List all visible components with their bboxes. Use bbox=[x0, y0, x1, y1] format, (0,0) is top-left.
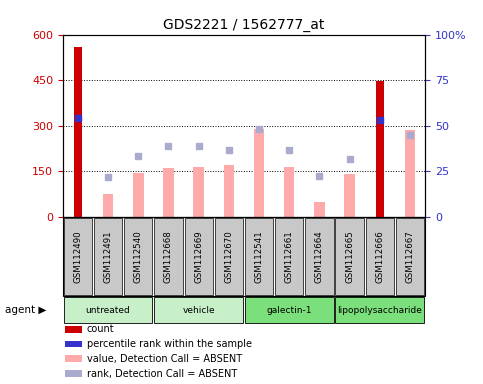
Bar bbox=[344, 174, 355, 217]
Text: GSM112664: GSM112664 bbox=[315, 230, 324, 283]
Text: GSM112667: GSM112667 bbox=[405, 230, 414, 283]
Bar bbox=[163, 168, 174, 217]
Title: GDS2221 / 1562777_at: GDS2221 / 1562777_at bbox=[163, 18, 325, 32]
Bar bbox=[74, 47, 82, 217]
Text: GSM112670: GSM112670 bbox=[224, 230, 233, 283]
Text: value, Detection Call = ABSENT: value, Detection Call = ABSENT bbox=[87, 354, 242, 364]
Bar bbox=[314, 202, 325, 217]
Text: GSM112540: GSM112540 bbox=[134, 230, 143, 283]
Text: agent ▶: agent ▶ bbox=[5, 305, 46, 315]
Text: GSM112669: GSM112669 bbox=[194, 230, 203, 283]
Bar bbox=[103, 194, 114, 217]
Text: GSM112661: GSM112661 bbox=[284, 230, 294, 283]
Bar bbox=[133, 173, 143, 217]
Text: rank, Detection Call = ABSENT: rank, Detection Call = ABSENT bbox=[87, 369, 237, 379]
Bar bbox=[254, 129, 264, 217]
Text: count: count bbox=[87, 324, 114, 334]
Text: GSM112665: GSM112665 bbox=[345, 230, 354, 283]
Text: lipopolysaccharide: lipopolysaccharide bbox=[337, 306, 422, 314]
Text: GSM112666: GSM112666 bbox=[375, 230, 384, 283]
Bar bbox=[224, 165, 234, 217]
Text: vehicle: vehicle bbox=[182, 306, 215, 314]
Text: GSM112668: GSM112668 bbox=[164, 230, 173, 283]
Bar bbox=[193, 167, 204, 217]
Bar bbox=[376, 81, 384, 217]
Bar bbox=[405, 130, 415, 217]
Text: galectin-1: galectin-1 bbox=[267, 306, 312, 314]
Bar bbox=[284, 167, 295, 217]
Text: GSM112541: GSM112541 bbox=[255, 230, 264, 283]
Text: GSM112490: GSM112490 bbox=[73, 230, 83, 283]
Text: GSM112491: GSM112491 bbox=[103, 230, 113, 283]
Text: percentile rank within the sample: percentile rank within the sample bbox=[87, 339, 252, 349]
Text: untreated: untreated bbox=[85, 306, 130, 314]
